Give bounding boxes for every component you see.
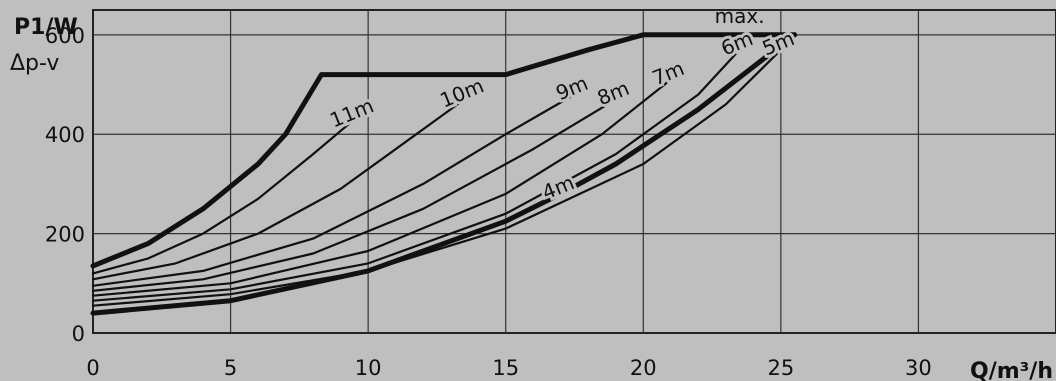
curve-7m (91, 78, 672, 297)
plot-frame (92, 9, 1056, 334)
curve-10m (91, 98, 466, 281)
y-tick-label: 600 (45, 24, 85, 48)
y-tick-label: 200 (45, 223, 85, 247)
curve-max (90, 32, 798, 269)
x-axis-label: Q/m³/h (970, 359, 1053, 381)
x-tick-label: 25 (767, 356, 794, 380)
x-tick-label: 20 (630, 356, 657, 380)
chart-grid (92, 9, 1056, 334)
curves (90, 32, 798, 316)
x-tick-label: 0 (86, 356, 99, 380)
curve-11m (91, 118, 356, 275)
x-tick-label: 30 (905, 356, 932, 380)
curve-4m (90, 32, 798, 316)
x-tick-label: 15 (492, 356, 519, 380)
y-axis-sublabel: Δp-v (10, 51, 59, 76)
tick-labels: 0 5 10 15 20 25 30 0 200 400 600 (45, 24, 932, 380)
y-axis-label: P1/W (14, 15, 78, 40)
x-tick-label: 10 (355, 356, 382, 380)
y-tick-label: 0 (72, 322, 85, 346)
curve-8m (91, 98, 617, 292)
x-tick-label: 5 (224, 356, 237, 380)
curve-6m (91, 48, 741, 302)
y-tick-label: 400 (45, 123, 85, 147)
curve-label-8m: 8m (594, 76, 633, 110)
curve-label-max: max. (715, 4, 765, 28)
curve-label-7m: 7m (649, 56, 688, 90)
curve-label-9m: 9m (552, 71, 591, 105)
curve-label-10m: 10m (437, 73, 488, 112)
curve-label-6m: 6m (718, 26, 757, 60)
curve-label-11m: 11m (326, 93, 377, 132)
curve-5m (91, 48, 783, 307)
curve-9m (91, 93, 576, 287)
